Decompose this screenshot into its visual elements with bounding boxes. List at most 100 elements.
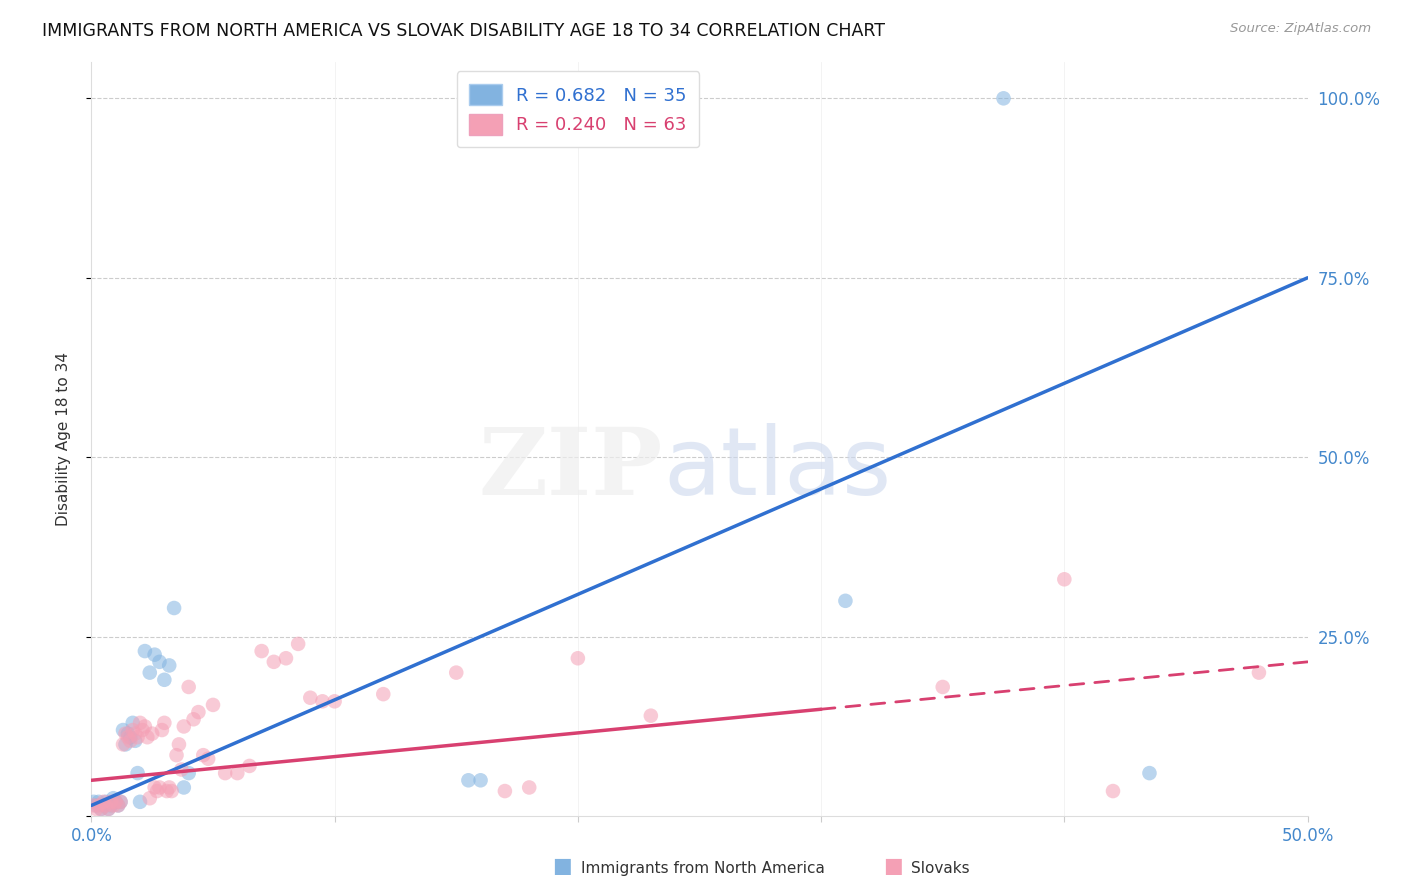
Point — [84, 802, 107, 816]
Point — [470, 773, 492, 788]
Y-axis label: Disability Age 18 to 34: Disability Age 18 to 34 — [56, 352, 70, 526]
Point — [494, 91, 516, 105]
Point — [166, 748, 188, 763]
Point — [94, 795, 117, 809]
Point — [121, 715, 143, 730]
Point — [287, 637, 309, 651]
Point — [103, 798, 125, 813]
Point — [187, 705, 209, 719]
Point — [177, 680, 200, 694]
Point — [139, 791, 162, 805]
Point — [173, 780, 195, 795]
Point — [156, 784, 179, 798]
Point — [124, 726, 146, 740]
Text: ■: ■ — [883, 856, 903, 876]
Point — [148, 780, 170, 795]
Point — [114, 738, 136, 752]
Point — [90, 802, 112, 816]
Point — [121, 723, 143, 737]
Point — [177, 766, 200, 780]
Point — [1139, 766, 1161, 780]
Point — [167, 738, 190, 752]
Point — [127, 730, 149, 744]
Point — [183, 712, 205, 726]
Point — [136, 730, 159, 744]
Point — [131, 723, 153, 737]
Point — [110, 795, 132, 809]
Point — [250, 644, 273, 658]
Point — [103, 791, 125, 805]
Point — [110, 795, 132, 809]
Point — [139, 665, 162, 680]
Point — [323, 694, 346, 708]
Point — [111, 723, 134, 737]
Point — [146, 784, 169, 798]
Text: ■: ■ — [553, 856, 572, 876]
Point — [143, 648, 166, 662]
Text: IMMIGRANTS FROM NORTH AMERICA VS SLOVAK DISABILITY AGE 18 TO 34 CORRELATION CHAR: IMMIGRANTS FROM NORTH AMERICA VS SLOVAK … — [42, 22, 886, 40]
Point — [157, 658, 180, 673]
Point — [134, 644, 156, 658]
Point — [567, 651, 589, 665]
Point — [97, 802, 120, 816]
Point — [94, 798, 117, 813]
Legend: R = 0.682   N = 35, R = 0.240   N = 63: R = 0.682 N = 35, R = 0.240 N = 63 — [457, 71, 699, 147]
Point — [141, 726, 163, 740]
Point — [124, 733, 146, 747]
Point — [90, 802, 112, 816]
Point — [117, 730, 139, 744]
Point — [129, 715, 152, 730]
Point — [104, 795, 127, 809]
Point — [517, 780, 540, 795]
Point — [104, 795, 127, 809]
Point — [163, 601, 186, 615]
Point — [150, 723, 173, 737]
Point — [157, 780, 180, 795]
Point — [311, 694, 333, 708]
Point — [214, 766, 236, 780]
Point — [93, 795, 115, 809]
Point — [120, 733, 142, 747]
Text: Source: ZipAtlas.com: Source: ZipAtlas.com — [1230, 22, 1371, 36]
Point — [299, 690, 322, 705]
Point — [100, 798, 122, 813]
Point — [117, 726, 139, 740]
Point — [129, 795, 152, 809]
Point — [457, 773, 479, 788]
Point — [87, 795, 110, 809]
Point — [111, 738, 134, 752]
Text: ZIP: ZIP — [479, 425, 664, 515]
Point — [263, 655, 285, 669]
Point — [373, 687, 395, 701]
Point — [238, 759, 260, 773]
Point — [993, 91, 1015, 105]
Point — [100, 795, 122, 809]
Point — [107, 798, 129, 813]
Point — [173, 719, 195, 733]
Point — [134, 719, 156, 733]
Point — [1247, 665, 1270, 680]
Point — [197, 752, 219, 766]
Point — [84, 798, 107, 813]
Text: atlas: atlas — [664, 424, 891, 516]
Point — [226, 766, 249, 780]
Point — [274, 651, 297, 665]
Point — [834, 594, 856, 608]
Point — [143, 780, 166, 795]
Text: Immigrants from North America: Immigrants from North America — [581, 861, 824, 876]
Text: Slovaks: Slovaks — [911, 861, 970, 876]
Point — [127, 766, 149, 780]
Point — [93, 798, 115, 813]
Point — [931, 680, 953, 694]
Point — [83, 795, 105, 809]
Point — [120, 730, 142, 744]
Point — [170, 763, 193, 777]
Point — [153, 673, 176, 687]
Point — [114, 726, 136, 740]
Point — [444, 665, 467, 680]
Point — [160, 784, 183, 798]
Point — [148, 655, 170, 669]
Point — [193, 748, 215, 763]
Point — [640, 708, 662, 723]
Point — [83, 798, 105, 813]
